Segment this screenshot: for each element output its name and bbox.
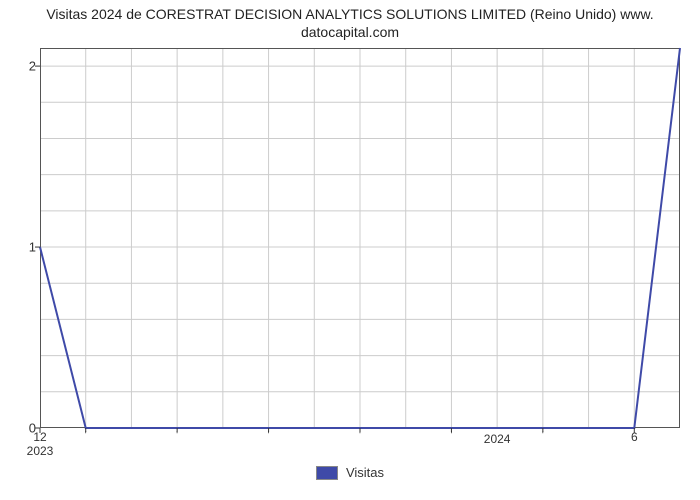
plot-area bbox=[40, 48, 680, 428]
x-tick-year: 2023 bbox=[27, 444, 54, 458]
legend-item-visitas: Visitas bbox=[316, 465, 384, 480]
y-tick-label: 1 bbox=[29, 240, 36, 255]
plot-svg bbox=[40, 48, 680, 428]
legend-swatch bbox=[316, 466, 338, 480]
chart-container: Visitas 2024 de CORESTRAT DECISION ANALY… bbox=[0, 0, 700, 500]
x-tick-label: 6 bbox=[631, 430, 638, 444]
x-minor-tick-label: ' bbox=[359, 430, 361, 441]
x-minor-tick-label: ' bbox=[450, 430, 452, 441]
chart-title-line1: Visitas 2024 de CORESTRAT DECISION ANALY… bbox=[46, 6, 653, 22]
x-tick-label: 12 bbox=[33, 430, 46, 444]
x-tick-year: 2024 bbox=[484, 432, 511, 446]
x-minor-tick-label: ' bbox=[542, 430, 544, 441]
legend-label: Visitas bbox=[346, 465, 384, 480]
y-tick-label: 2 bbox=[29, 59, 36, 74]
chart-title: Visitas 2024 de CORESTRAT DECISION ANALY… bbox=[0, 6, 700, 41]
legend: Visitas bbox=[0, 465, 700, 485]
x-minor-tick-label: ' bbox=[176, 430, 178, 441]
x-minor-tick-label: ' bbox=[268, 430, 270, 441]
x-minor-tick-label: ' bbox=[85, 430, 87, 441]
chart-title-line2: datocapital.com bbox=[301, 24, 399, 40]
